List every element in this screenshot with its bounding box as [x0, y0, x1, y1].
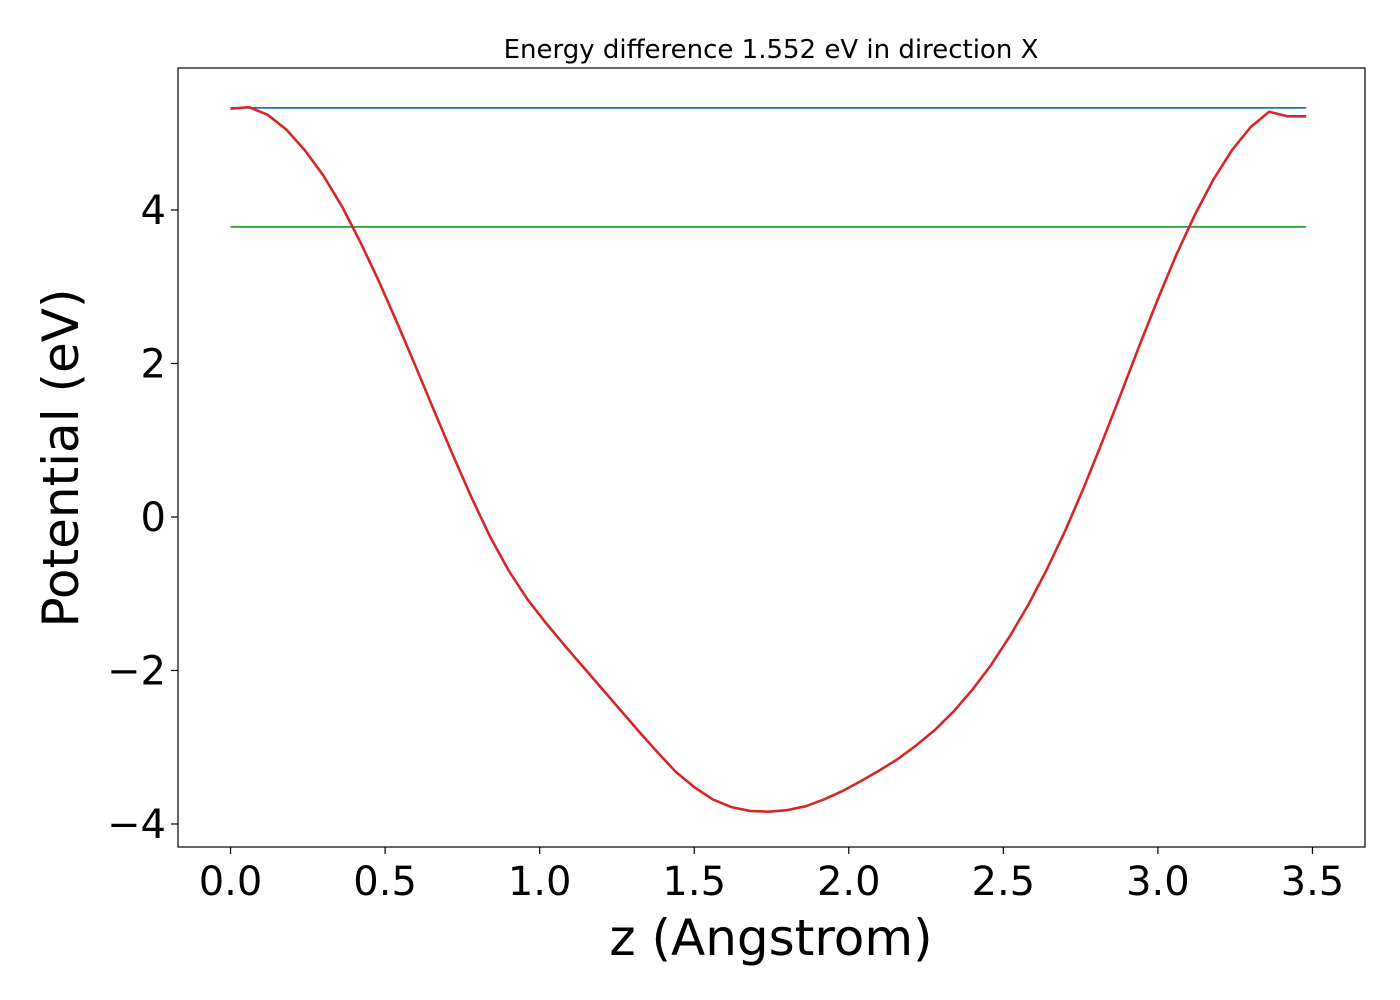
y-tick-label: 4: [141, 188, 166, 234]
x-tick-label: 1.0: [508, 859, 572, 905]
x-axis-ticks: 0.0 0.5 1.0 1.5 2.0 2.5 3.0 3.5: [199, 847, 1345, 905]
y-tick-label: 2: [141, 341, 166, 387]
x-tick-label: 2.0: [817, 859, 881, 905]
chart-title: Energy difference 1.552 eV in direction …: [504, 35, 1039, 65]
x-tick-label: 3.5: [1281, 859, 1345, 905]
y-tick-label: 0: [141, 495, 166, 541]
y-tick-label: −4: [107, 802, 166, 848]
x-tick-label: 0.5: [353, 859, 417, 905]
x-tick-label: 0.0: [199, 859, 263, 905]
x-axis-label: z (Angstrom): [609, 909, 932, 967]
plot-area-frame: [177, 67, 1366, 848]
series-layer: [230, 105, 1307, 814]
y-tick-label: −2: [107, 648, 166, 694]
x-tick-label: 1.5: [662, 859, 726, 905]
y-axis-ticks: −4 −2 0 2 4: [107, 188, 178, 848]
x-tick-label: 2.5: [972, 859, 1036, 905]
x-tick-label: 3.0: [1126, 859, 1190, 905]
series-line-0: [230, 105, 1307, 814]
y-axis-label: Potential (eV): [32, 289, 90, 628]
